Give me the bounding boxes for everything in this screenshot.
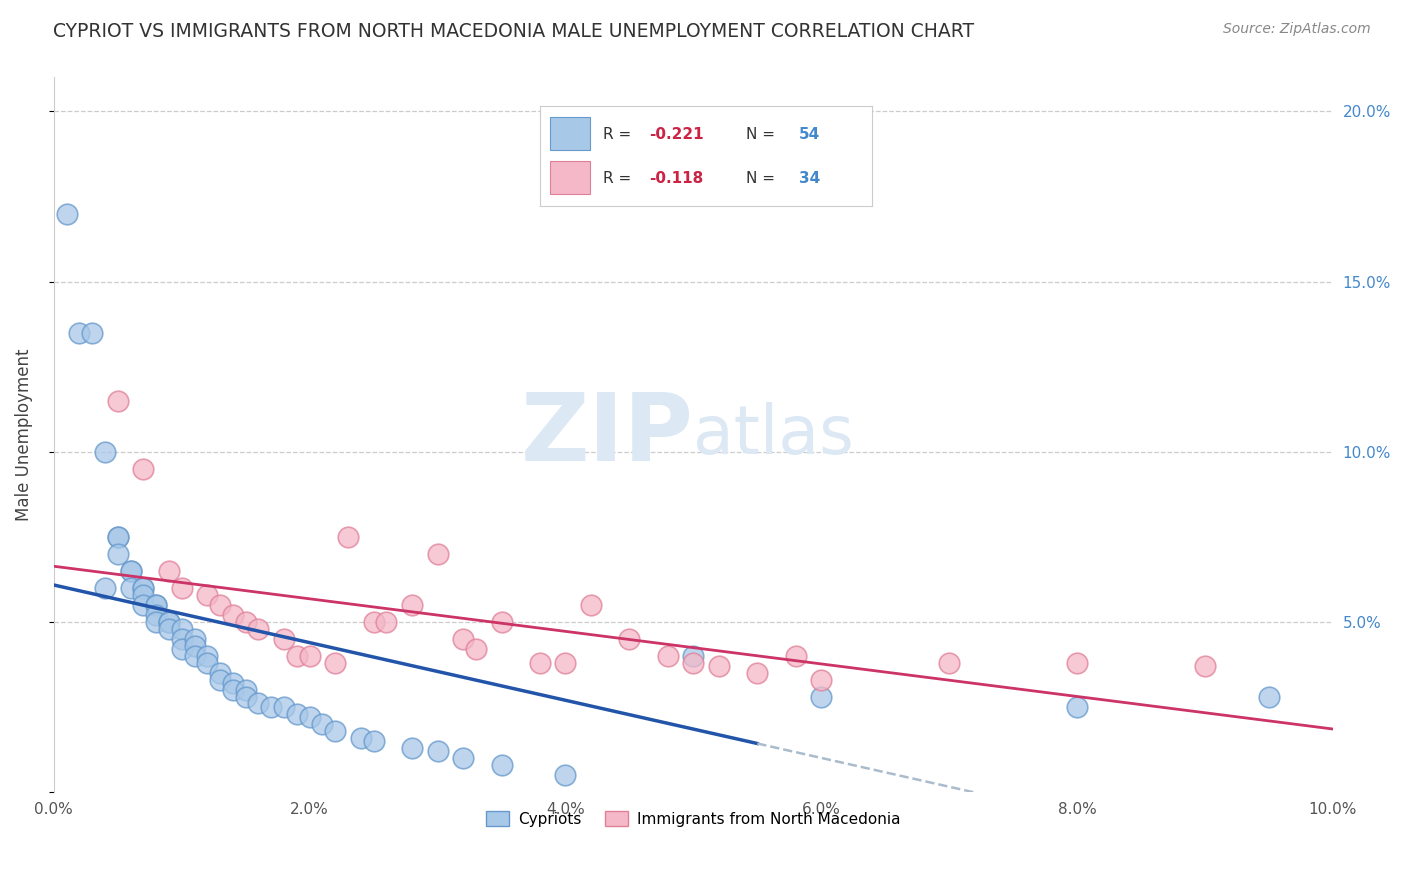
Point <box>132 461 155 475</box>
Point <box>451 632 474 646</box>
Point <box>222 607 245 622</box>
Point <box>747 665 769 680</box>
Point <box>145 607 167 622</box>
Point <box>938 656 960 670</box>
Point <box>401 598 423 612</box>
Y-axis label: Male Unemployment: Male Unemployment <box>15 349 32 521</box>
Point <box>350 731 373 745</box>
Point <box>120 581 142 595</box>
Point <box>1066 699 1088 714</box>
Point <box>183 639 205 653</box>
Point <box>157 615 180 629</box>
Text: atlas: atlas <box>693 401 855 467</box>
Point <box>157 615 180 629</box>
Point <box>107 547 129 561</box>
Point <box>298 710 321 724</box>
Point <box>810 673 832 687</box>
Point <box>707 659 730 673</box>
Point <box>491 615 513 629</box>
Point <box>426 547 449 561</box>
Point <box>247 697 270 711</box>
Point <box>157 564 180 578</box>
Point <box>145 598 167 612</box>
Point <box>451 751 474 765</box>
Point <box>183 648 205 663</box>
Point <box>107 393 129 408</box>
Point <box>132 598 155 612</box>
Point <box>1258 690 1281 704</box>
Point <box>619 632 641 646</box>
Point <box>247 622 270 636</box>
Point <box>491 757 513 772</box>
Point <box>311 717 333 731</box>
Point <box>375 615 398 629</box>
Point <box>94 444 117 458</box>
Point <box>285 648 308 663</box>
Point <box>235 690 257 704</box>
Point <box>67 326 90 340</box>
Point <box>579 598 602 612</box>
Point <box>94 581 117 595</box>
Point <box>145 615 167 629</box>
Point <box>464 642 486 657</box>
Point <box>209 673 232 687</box>
Point <box>195 656 218 670</box>
Text: CYPRIOT VS IMMIGRANTS FROM NORTH MACEDONIA MALE UNEMPLOYMENT CORRELATION CHART: CYPRIOT VS IMMIGRANTS FROM NORTH MACEDON… <box>53 22 974 41</box>
Point <box>120 564 142 578</box>
Point <box>170 642 193 657</box>
Point <box>323 723 346 738</box>
Point <box>273 699 295 714</box>
Text: Source: ZipAtlas.com: Source: ZipAtlas.com <box>1223 22 1371 37</box>
Point <box>235 615 257 629</box>
Point <box>554 656 576 670</box>
Point <box>260 699 283 714</box>
Point <box>554 768 576 782</box>
Point <box>337 530 360 544</box>
Point <box>195 648 218 663</box>
Point <box>235 682 257 697</box>
Point <box>145 598 167 612</box>
Point <box>222 676 245 690</box>
Point <box>170 581 193 595</box>
Point <box>682 656 704 670</box>
Point <box>55 206 77 220</box>
Point <box>285 706 308 721</box>
Point <box>529 656 551 670</box>
Point <box>209 598 232 612</box>
Point <box>157 622 180 636</box>
Point <box>1066 656 1088 670</box>
Point <box>363 734 385 748</box>
Point <box>1194 659 1216 673</box>
Point <box>682 648 704 663</box>
Point <box>107 530 129 544</box>
Point <box>170 632 193 646</box>
Legend: Cypriots, Immigrants from North Macedonia: Cypriots, Immigrants from North Macedoni… <box>479 803 908 834</box>
Point <box>183 632 205 646</box>
Point <box>82 326 104 340</box>
Point <box>657 648 679 663</box>
Point <box>222 682 245 697</box>
Point <box>120 564 142 578</box>
Point <box>107 530 129 544</box>
Point <box>132 588 155 602</box>
Point <box>132 581 155 595</box>
Point <box>195 588 218 602</box>
Point <box>810 690 832 704</box>
Point <box>401 740 423 755</box>
Point <box>426 744 449 758</box>
Point <box>298 648 321 663</box>
Point <box>363 615 385 629</box>
Point <box>132 581 155 595</box>
Text: ZIP: ZIP <box>520 389 693 481</box>
Point <box>323 656 346 670</box>
Point <box>273 632 295 646</box>
Point <box>785 648 807 663</box>
Point <box>209 665 232 680</box>
Point <box>170 622 193 636</box>
